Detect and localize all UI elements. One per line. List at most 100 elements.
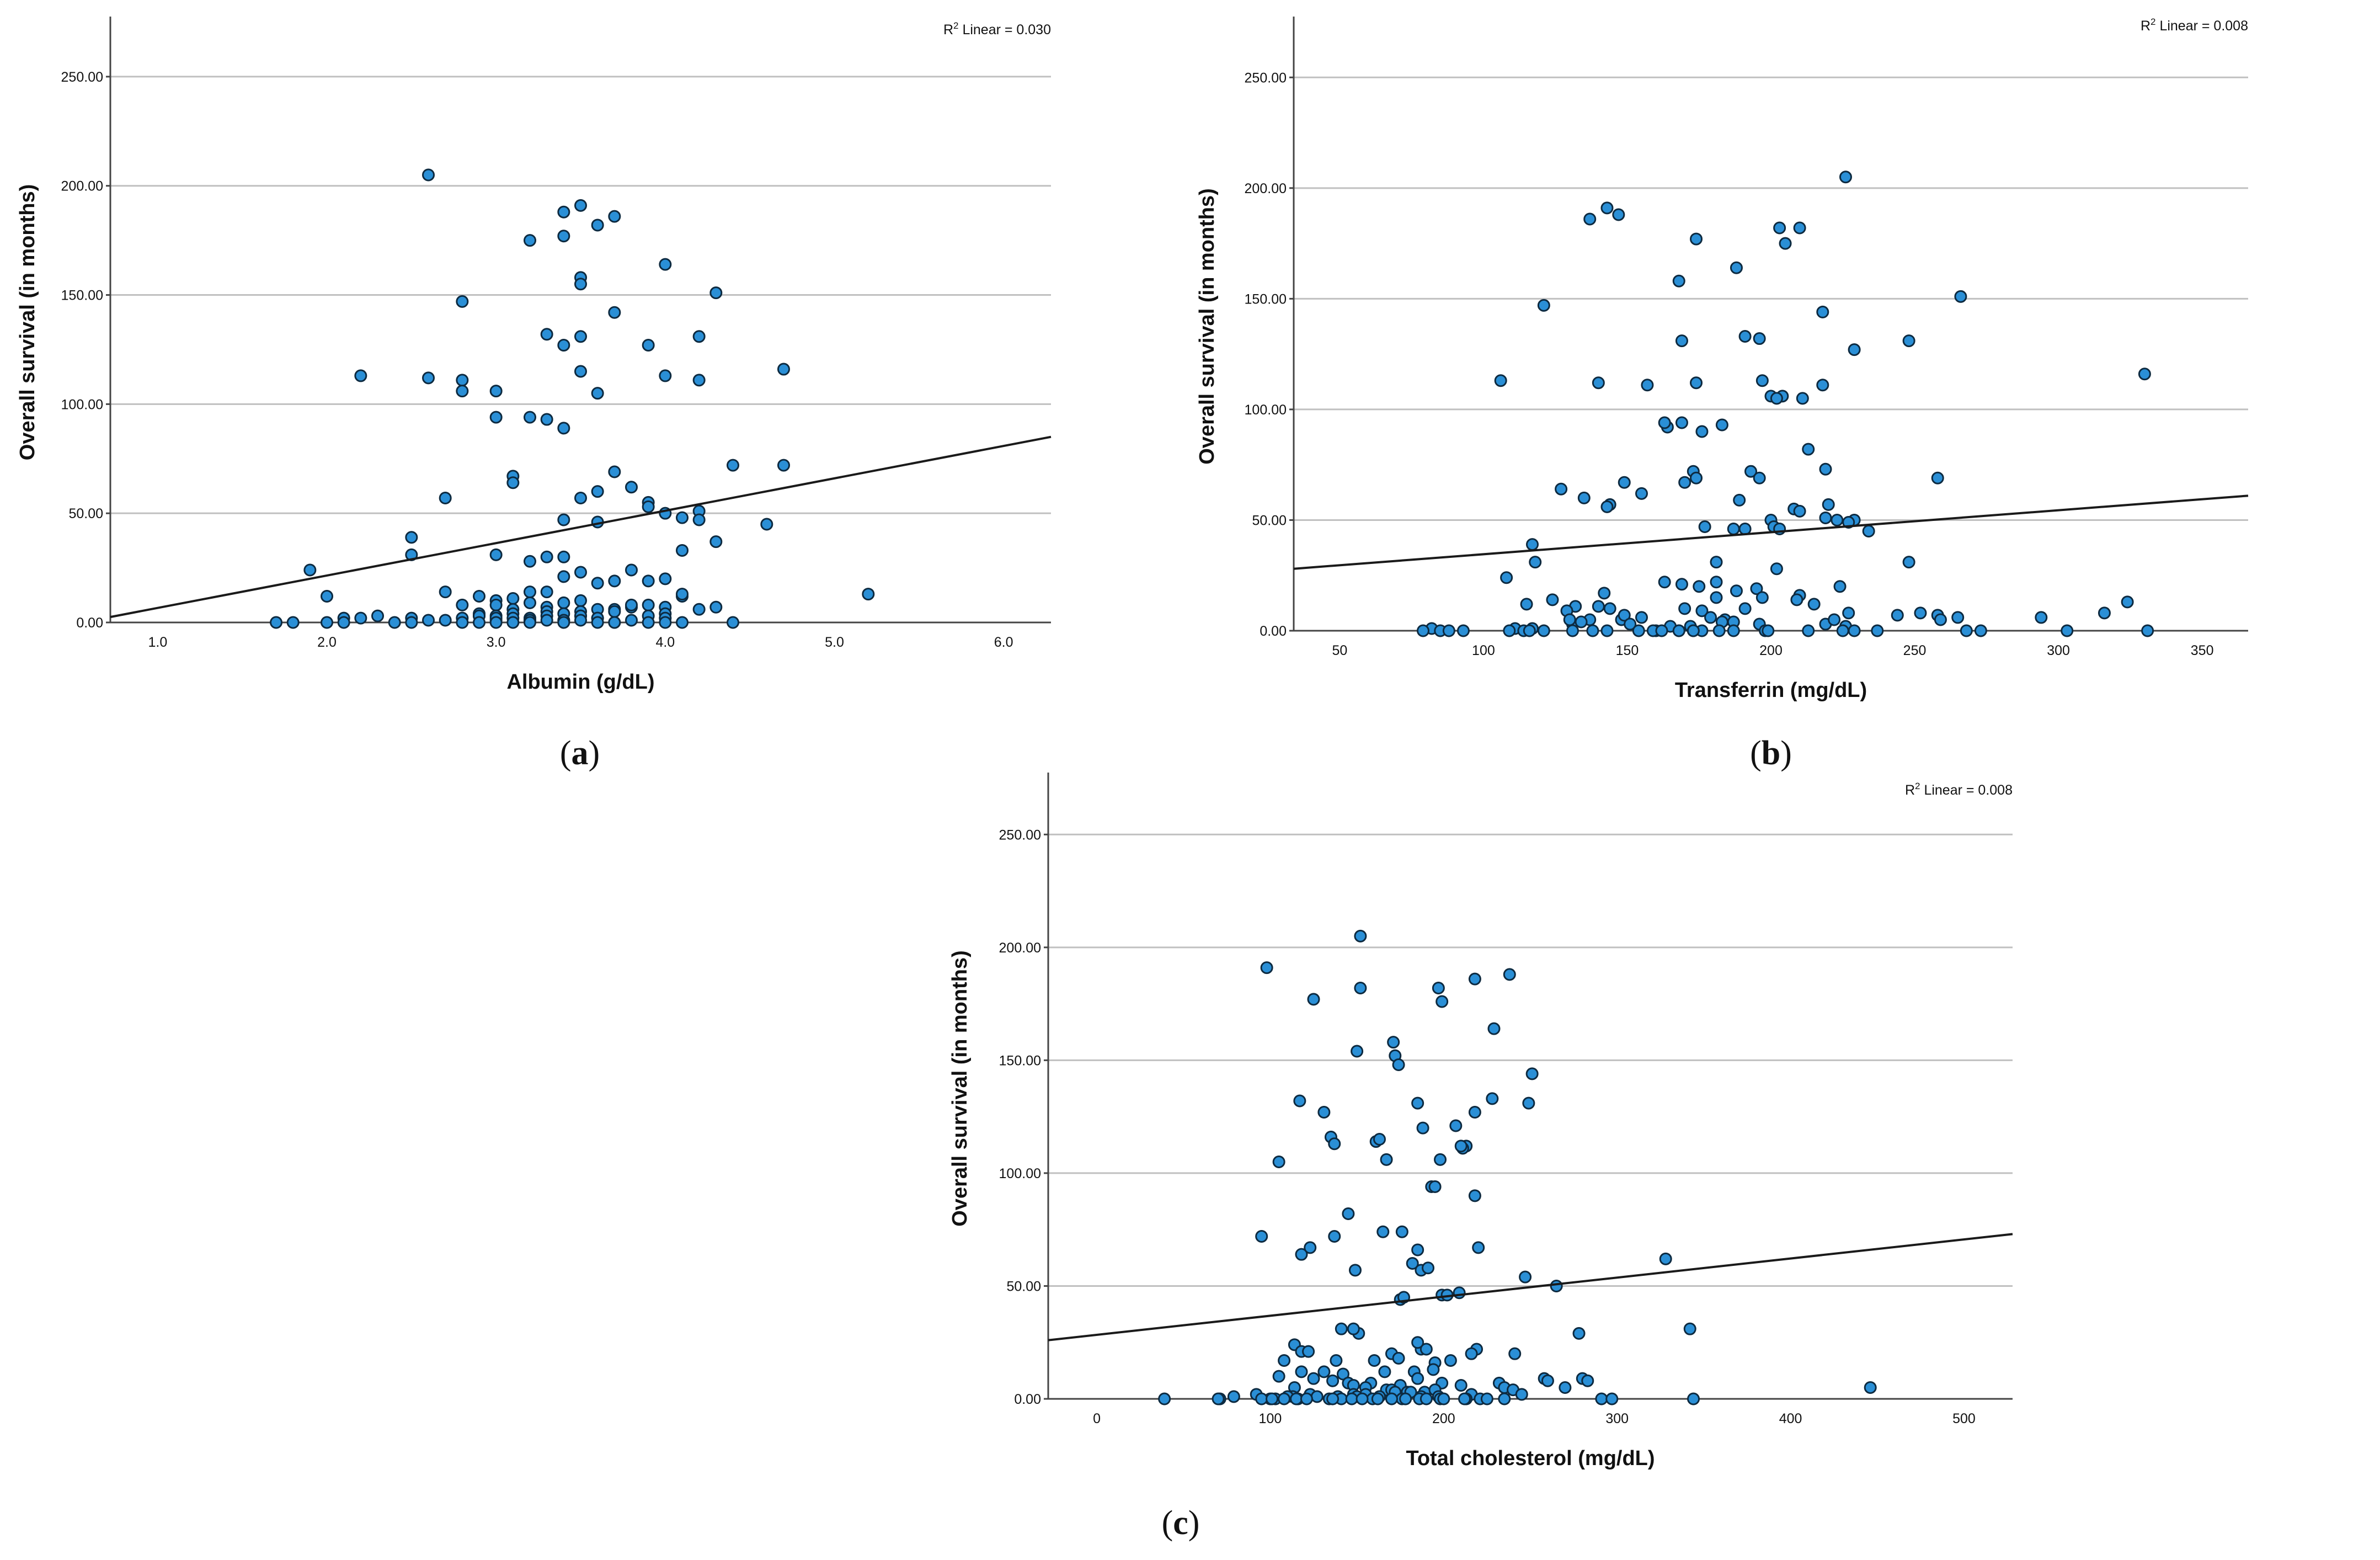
data-point bbox=[1715, 418, 1728, 432]
data-point bbox=[1770, 562, 1783, 576]
y-tick-labels: 0.00 50.00 100.00 150.00 200.00 250.00 bbox=[1245, 70, 1287, 639]
x-tick-label: 250 bbox=[1903, 643, 1927, 658]
panel-label: (b) bbox=[1750, 734, 1792, 772]
data-point bbox=[692, 603, 706, 616]
data-point bbox=[625, 481, 638, 494]
data-point bbox=[1831, 513, 1844, 526]
data-point bbox=[1317, 1365, 1331, 1378]
data-point bbox=[1456, 624, 1470, 637]
data-point bbox=[422, 614, 435, 627]
data-point bbox=[1738, 522, 1752, 535]
data-point bbox=[1428, 1180, 1442, 1193]
data-point bbox=[1675, 416, 1688, 429]
data-point bbox=[1891, 609, 1904, 622]
r-squared-label: R2 Linear = 0.030 bbox=[943, 20, 1051, 38]
data-point bbox=[1395, 1225, 1408, 1238]
y-tick-label: 50.00 bbox=[1252, 513, 1287, 528]
data-point bbox=[574, 614, 587, 627]
data-point bbox=[642, 500, 655, 513]
data-point bbox=[1842, 606, 1855, 620]
data-point bbox=[1862, 525, 1875, 538]
data-point bbox=[1577, 491, 1591, 504]
data-point bbox=[1618, 476, 1631, 489]
data-point bbox=[1494, 374, 1507, 387]
data-point bbox=[371, 609, 385, 622]
x-tick-label: 1.0 bbox=[148, 635, 167, 650]
data-point bbox=[1436, 995, 1449, 1008]
data-point bbox=[1802, 443, 1815, 456]
data-point bbox=[1659, 1252, 1672, 1265]
y-tick-label: 100.00 bbox=[999, 1166, 1041, 1181]
data-point bbox=[1300, 1392, 1313, 1405]
data-point bbox=[540, 413, 553, 426]
data-point bbox=[1750, 582, 1763, 595]
x-axis-title: Transferrin (mg/dL) bbox=[1675, 679, 1867, 702]
data-point bbox=[1704, 611, 1717, 624]
data-point bbox=[1848, 343, 1861, 356]
data-point bbox=[1793, 504, 1806, 518]
data-point bbox=[1468, 1189, 1481, 1202]
data-point bbox=[1624, 617, 1637, 631]
y-gridlines bbox=[1294, 76, 2248, 632]
data-point bbox=[1508, 1347, 1522, 1360]
data-points bbox=[1416, 171, 2154, 637]
data-point bbox=[1914, 606, 1927, 620]
data-point bbox=[1454, 1140, 1468, 1153]
y-tick-label: 150.00 bbox=[999, 1053, 1041, 1068]
data-point bbox=[557, 513, 570, 526]
data-point bbox=[2138, 368, 2151, 381]
data-point bbox=[1592, 376, 1605, 390]
data-point bbox=[489, 598, 503, 611]
data-point bbox=[1931, 471, 1944, 484]
data-point bbox=[659, 572, 672, 585]
x-tick-label: 6.0 bbox=[994, 635, 1013, 650]
y-tick-label: 150.00 bbox=[1245, 291, 1287, 307]
data-point bbox=[439, 491, 452, 504]
data-point bbox=[1690, 471, 1703, 484]
data-point bbox=[1822, 498, 1835, 511]
data-point bbox=[625, 563, 638, 577]
data-point bbox=[1227, 1390, 1240, 1403]
data-point bbox=[524, 616, 537, 629]
x-tick-label: 50 bbox=[1332, 643, 1347, 658]
data-point bbox=[557, 596, 570, 609]
x-tick-label: 4.0 bbox=[655, 635, 675, 650]
data-point bbox=[1635, 487, 1648, 500]
data-point bbox=[591, 616, 604, 629]
data-point bbox=[1387, 1036, 1400, 1049]
data-point bbox=[1960, 624, 1973, 637]
data-point bbox=[1612, 208, 1625, 221]
data-point bbox=[1411, 1096, 1424, 1110]
data-point bbox=[489, 548, 503, 561]
data-point bbox=[1434, 1153, 1447, 1166]
data-point bbox=[1695, 425, 1709, 438]
data-point bbox=[1575, 615, 1588, 629]
data-point bbox=[1427, 1363, 1440, 1376]
data-point bbox=[1500, 571, 1513, 584]
data-point bbox=[574, 278, 587, 291]
data-point bbox=[1678, 602, 1691, 615]
data-point bbox=[524, 596, 537, 609]
data-point bbox=[1522, 1096, 1535, 1110]
data-point bbox=[608, 306, 621, 319]
data-point bbox=[642, 339, 655, 352]
data-point bbox=[591, 219, 604, 232]
y-tick-label: 100.00 bbox=[61, 397, 103, 412]
y-tick-label: 200.00 bbox=[61, 179, 103, 194]
data-point bbox=[1326, 1392, 1340, 1405]
scatter-panel-b: 0.00 50.00 100.00 150.00 200.00 250.00 5… bbox=[1196, 17, 2249, 772]
data-point bbox=[1790, 593, 1803, 606]
data-point bbox=[1683, 1322, 1696, 1335]
data-point bbox=[1335, 1322, 1348, 1335]
data-point bbox=[1730, 584, 1743, 598]
data-point bbox=[1658, 576, 1671, 589]
data-point bbox=[540, 550, 553, 563]
data-point bbox=[1678, 476, 1691, 489]
data-point bbox=[354, 369, 367, 382]
data-point bbox=[1442, 624, 1455, 637]
data-point bbox=[1378, 1365, 1391, 1378]
y-tick-labels: 0.00 50.00 100.00 150.00 200.00 250.00 bbox=[999, 827, 1041, 1407]
data-point bbox=[760, 518, 773, 531]
data-point bbox=[1618, 609, 1631, 622]
data-point bbox=[1672, 624, 1685, 637]
